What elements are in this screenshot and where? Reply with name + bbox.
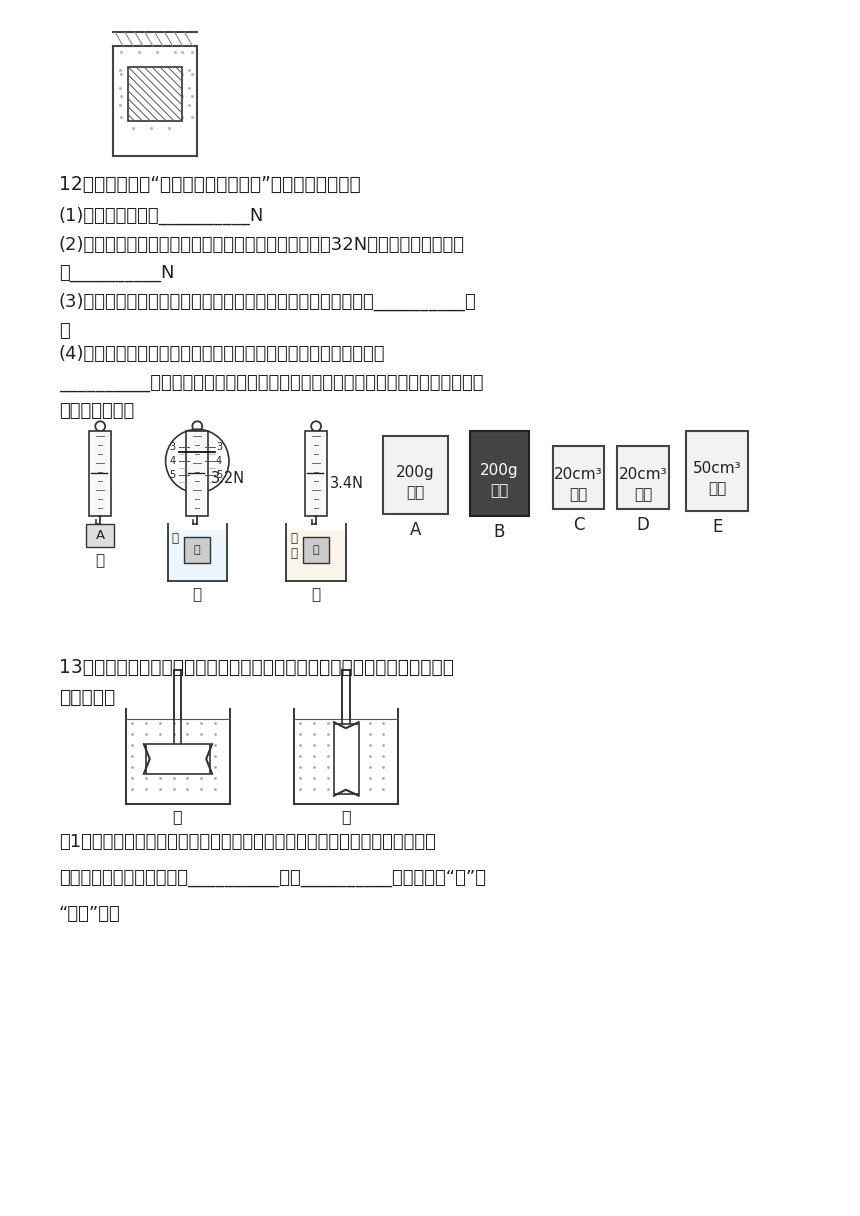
Text: 12．如图是探究“影响浮力大小的因素”的实验过程及数据: 12．如图是探究“影响浮力大小的因素”的实验过程及数据	[58, 175, 360, 195]
Text: 乙: 乙	[341, 809, 351, 823]
Text: 5: 5	[169, 469, 175, 480]
Bar	[334, 725, 359, 794]
Bar	[146, 744, 210, 773]
Bar	[384, 437, 448, 513]
Text: 水: 水	[171, 531, 179, 545]
Text: 铁块: 铁块	[406, 485, 424, 500]
Bar	[305, 432, 327, 516]
Text: 铁块: 铁块	[569, 486, 587, 502]
Text: 丙: 丙	[311, 587, 321, 602]
Text: __________（填字母）两个物体，并将它们浸没在同种液体中，测出其所受浮力的: __________（填字母）两个物体，并将它们浸没在同种液体中，测出其所受浮力…	[58, 373, 483, 392]
Text: A: A	[409, 520, 421, 539]
Bar	[304, 537, 329, 563]
Text: 为__________N: 为__________N	[58, 264, 174, 282]
Text: 铜块: 铜块	[708, 480, 727, 496]
Bar	[686, 432, 748, 511]
Text: 酒
精: 酒 精	[291, 531, 298, 559]
Text: D: D	[636, 516, 649, 534]
Text: 甲: 甲	[173, 809, 182, 823]
Text: 200g: 200g	[480, 463, 519, 478]
Text: 铜块: 铜块	[634, 486, 652, 502]
Text: 甲: 甲	[313, 546, 319, 556]
Text: 3.4N: 3.4N	[330, 475, 364, 491]
Text: 大小来进行比较: 大小来进行比较	[58, 402, 134, 421]
Bar	[553, 446, 605, 508]
Bar	[287, 529, 345, 580]
Text: 橡皮膜水平方向的压强大小__________，即__________压力差（填“有”或: 橡皮膜水平方向的压强大小__________，即__________压力差（填“…	[58, 869, 486, 888]
Bar	[187, 432, 208, 516]
Text: 甲: 甲	[194, 546, 200, 556]
Bar	[89, 432, 111, 516]
Text: 3: 3	[169, 443, 175, 452]
Text: 3.2N: 3.2N	[212, 471, 245, 486]
Text: 50cm³: 50cm³	[693, 461, 741, 475]
Text: C: C	[573, 516, 584, 534]
Text: 20cm³: 20cm³	[554, 467, 603, 482]
Text: 5: 5	[216, 469, 222, 480]
Text: E: E	[712, 518, 722, 535]
Text: 3: 3	[216, 443, 222, 452]
Text: 4: 4	[169, 456, 175, 466]
Text: 关: 关	[58, 322, 70, 340]
Bar	[128, 67, 182, 122]
Text: “没有”）。: “没有”）。	[58, 905, 120, 923]
Text: 4: 4	[216, 456, 222, 466]
Bar	[470, 432, 529, 516]
Bar	[617, 446, 669, 508]
Text: 甲: 甲	[95, 553, 105, 568]
Text: 20cm³: 20cm³	[618, 467, 667, 482]
Text: 乙: 乙	[193, 587, 202, 602]
Text: A: A	[95, 529, 105, 542]
Text: (1)如图甲，物体重__________N: (1)如图甲，物体重__________N	[58, 207, 264, 225]
Text: 如图所示。: 如图所示。	[58, 687, 115, 706]
Text: 13．将玻璃管两端用橡皮膜蒙住，将其放入水中，做成浮力产生原因探究器，: 13．将玻璃管两端用橡皮膜蒙住，将其放入水中，做成浮力产生原因探究器，	[58, 658, 453, 676]
Text: B: B	[494, 523, 505, 541]
Bar	[184, 537, 210, 563]
Text: （1）图甲中两侧橡皮膜凹进去，且凹陷程度相同。这说明：同一深度处液体对: （1）图甲中两侧橡皮膜凹进去，且凹陷程度相同。这说明：同一深度处液体对	[58, 833, 435, 851]
Bar	[86, 524, 114, 547]
Text: (4)若要探究物体所受浮力大小与物体的密度是否有关，应选择图中: (4)若要探究物体所受浮力大小与物体的密度是否有关，应选择图中	[58, 345, 385, 362]
Text: 200g: 200g	[396, 465, 434, 480]
Text: (2)如图乙，把物体浸没在水中时，弹簧测力计的示数为32N，物体受浮力的大小: (2)如图乙，把物体浸没在水中时，弹簧测力计的示数为32N，物体受浮力的大小	[58, 236, 464, 254]
Bar	[169, 529, 226, 580]
Text: 铜块: 铜块	[490, 483, 508, 497]
Text: (3)分析甲、乙、丙三图所示实验数据可得：物体受浮力的大小与__________有: (3)分析甲、乙、丙三图所示实验数据可得：物体受浮力的大小与__________…	[58, 293, 476, 311]
